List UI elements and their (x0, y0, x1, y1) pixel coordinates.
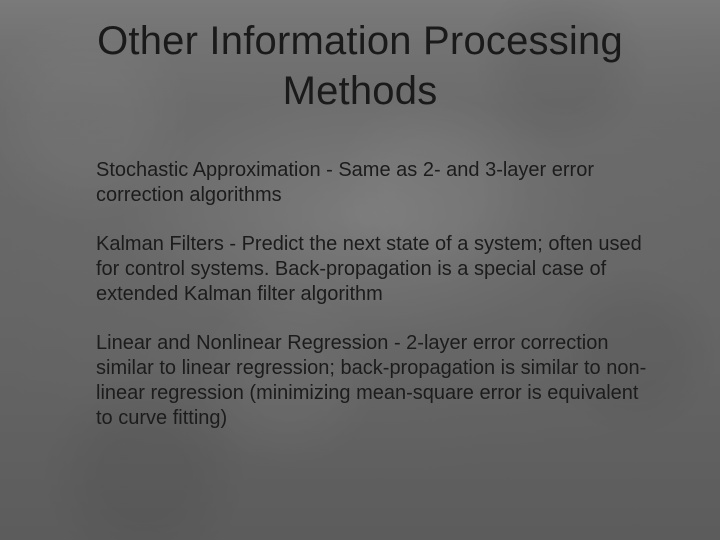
title-line-2: Methods (0, 66, 720, 116)
slide-body: Stochastic Approximation - Same as 2- an… (96, 158, 650, 455)
paragraph: Linear and Nonlinear Regression - 2-laye… (96, 331, 650, 431)
paragraph: Stochastic Approximation - Same as 2- an… (96, 158, 650, 208)
title-line-1: Other Information Processing (0, 16, 720, 66)
paragraph: Kalman Filters - Predict the next state … (96, 232, 650, 307)
slide: Other Information Processing Methods Sto… (0, 0, 720, 540)
slide-title: Other Information Processing Methods (0, 16, 720, 116)
